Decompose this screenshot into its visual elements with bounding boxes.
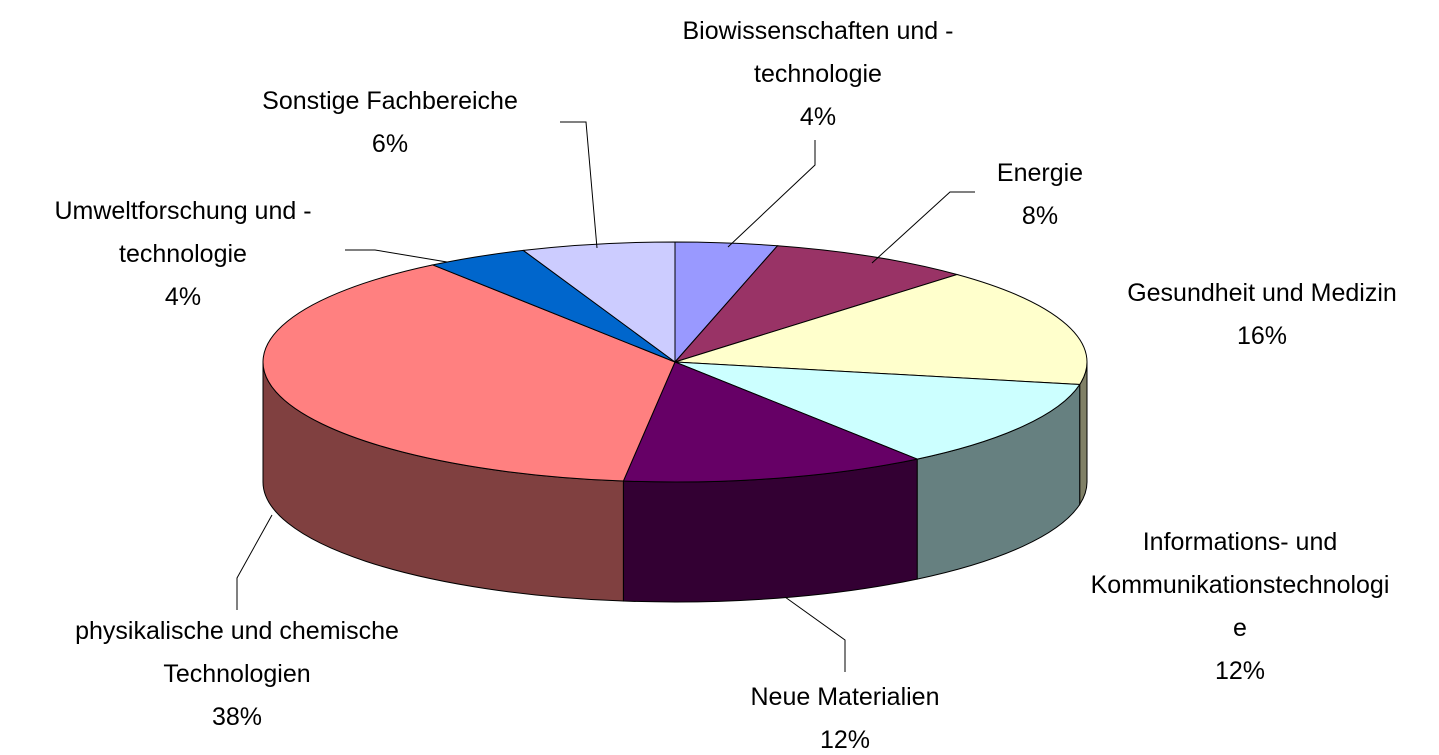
slice-label: Energie 8% <box>940 152 1140 238</box>
slice-label: Informations- und Kommunikationstechnolo… <box>1090 521 1390 693</box>
slice-label: physikalische und chemische Technologien… <box>47 610 427 739</box>
pie-slice <box>673 245 959 364</box>
pie-slice <box>674 361 1081 460</box>
leader-line <box>345 249 448 263</box>
category-name: Informations- und Kommunikationstechnolo… <box>1090 528 1390 642</box>
slice-label: Neue Materialien 12% <box>695 676 995 755</box>
slice-label: Gesundheit und Medizin 16% <box>1062 272 1439 358</box>
category-name: Biowissenschaften und -technologie <box>682 17 954 88</box>
pie-slice <box>674 274 1088 386</box>
leader-line <box>236 514 273 610</box>
slice-label: Sonstige Fachbereiche 6% <box>200 80 580 166</box>
category-name: Energie <box>996 159 1084 187</box>
value-label: 4% <box>164 283 202 311</box>
leader-lines <box>236 121 975 672</box>
value-label: 12% <box>819 726 871 754</box>
value-label: 4% <box>799 103 837 131</box>
value-label: 16% <box>1236 322 1288 350</box>
value-label: 12% <box>1214 657 1266 685</box>
category-name: Neue Materialien <box>750 683 940 711</box>
category-name: Gesundheit und Medizin <box>1127 279 1397 307</box>
leader-line <box>871 191 975 264</box>
category-name: Sonstige Fachbereiche <box>262 87 518 115</box>
value-label: 6% <box>371 130 409 158</box>
category-name: physikalische und chemische Technologien <box>75 617 399 688</box>
slice-label: Umweltforschung und -technologie 4% <box>33 190 333 319</box>
slice-label: Biowissenschaften und -technologie 4% <box>628 10 1008 139</box>
category-name: Umweltforschung und -technologie <box>54 197 312 268</box>
leader-line <box>727 140 816 248</box>
pie-slice <box>522 241 676 363</box>
pie-slice <box>622 361 919 483</box>
value-label: 8% <box>1021 202 1059 230</box>
pie-slice <box>262 264 676 482</box>
leader-line <box>560 121 598 249</box>
value-label: 38% <box>211 703 263 731</box>
slices <box>262 241 1088 603</box>
leader-line <box>784 596 846 672</box>
